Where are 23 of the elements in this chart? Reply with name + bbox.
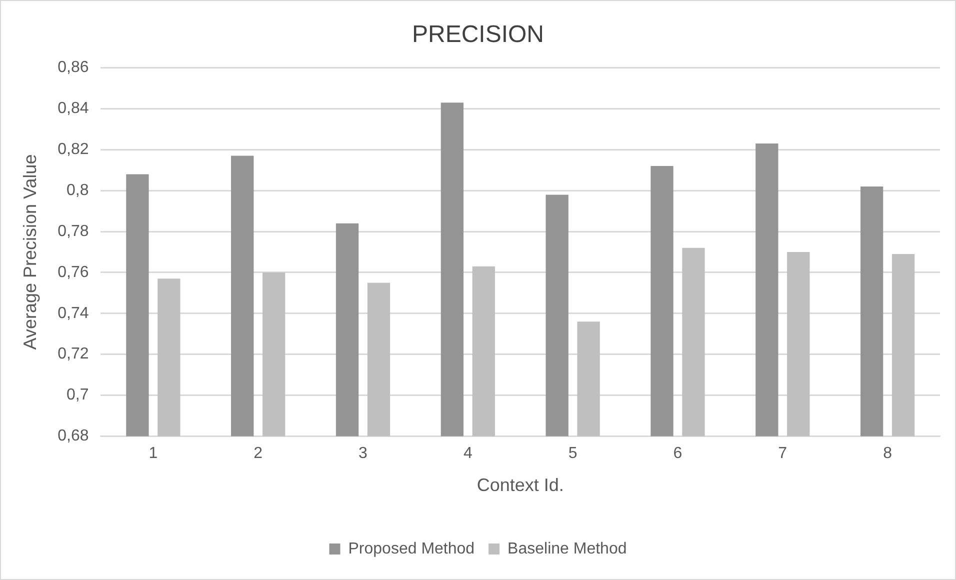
x-tick-label: 8: [883, 445, 892, 462]
y-tick-label: 0,72: [58, 346, 89, 363]
y-tick-label: 0,82: [58, 141, 89, 158]
x-tick-label: 4: [463, 445, 472, 462]
y-axis-title: Average Precision Value: [20, 154, 40, 350]
y-tick-label: 0,76: [58, 264, 89, 281]
x-tick-label: 7: [778, 445, 788, 462]
x-tick-label: 3: [358, 445, 368, 462]
x-tick-label: 6: [673, 445, 682, 462]
y-tick-label: 0,7: [66, 386, 89, 404]
y-tick-label: 0,68: [58, 428, 89, 445]
y-tick-label: 0,78: [58, 222, 89, 240]
legend-label: Baseline Method: [508, 540, 627, 558]
chart-title: PRECISION: [412, 21, 544, 48]
x-axis-title: Context Id.: [476, 475, 564, 496]
y-tick-label: 0,74: [58, 304, 89, 322]
x-tick-label: 5: [568, 445, 578, 462]
x-tick-label: 2: [254, 445, 263, 462]
y-tick-label: 0,8: [66, 182, 89, 200]
y-tick-label: 0,86: [58, 59, 89, 76]
y-tick-label: 0,84: [58, 100, 89, 118]
legend-label: Proposed Method: [348, 540, 475, 558]
x-tick-label: 1: [148, 445, 158, 462]
